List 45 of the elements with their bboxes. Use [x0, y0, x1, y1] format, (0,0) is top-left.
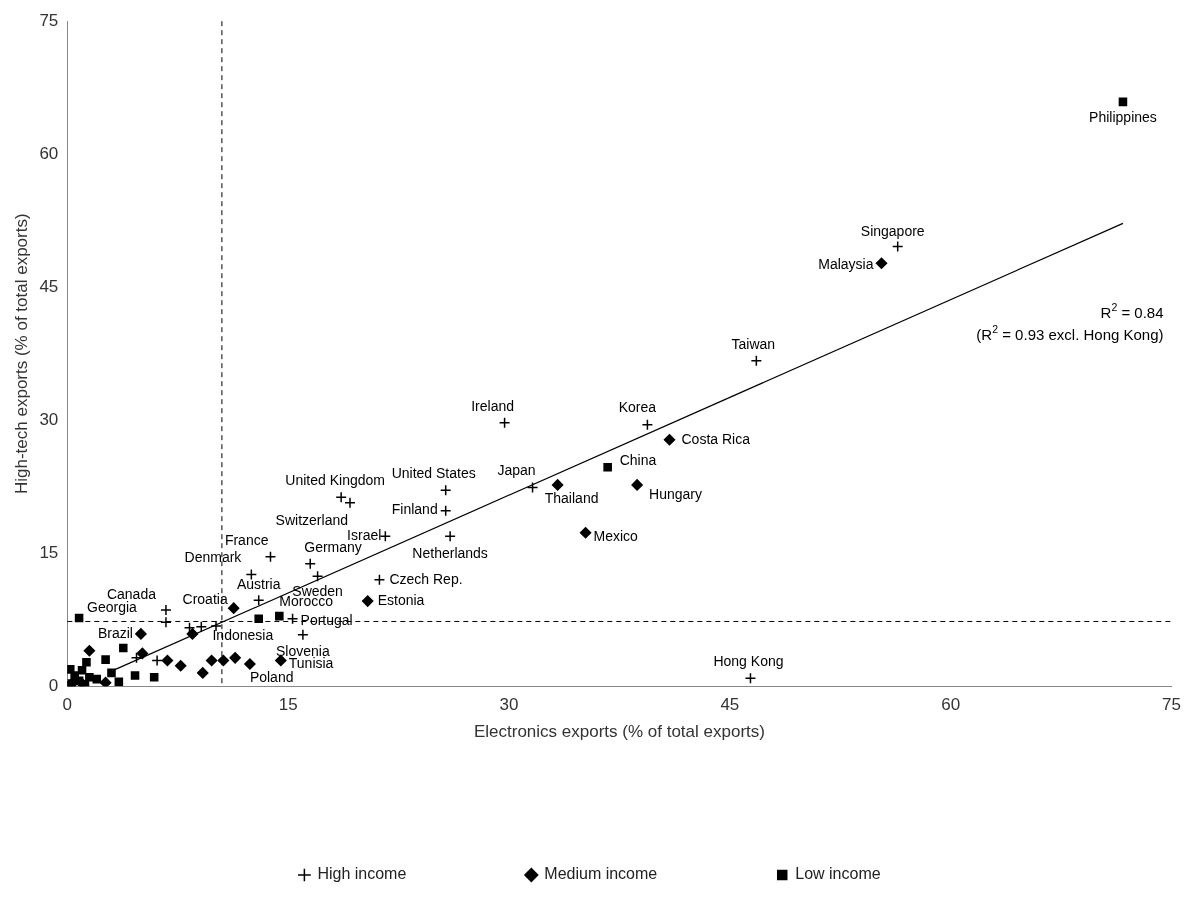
- annotation: Ireland: [471, 397, 514, 414]
- annotation: Hong Kong: [713, 653, 784, 670]
- x-tick-label: 60: [941, 695, 961, 715]
- annotation: France: [224, 531, 269, 548]
- x-tick-label: 30: [499, 695, 519, 715]
- annotation: Israel: [347, 527, 382, 544]
- annotation: Hungary: [649, 485, 703, 502]
- legend-label: Medium income: [544, 865, 658, 883]
- annotation: Denmark: [184, 549, 243, 566]
- annotation: Croatia: [182, 591, 228, 608]
- annotation: Costa Rica: [681, 430, 751, 447]
- x-tick-label: 75: [1162, 695, 1182, 715]
- x-tick-label: 0: [62, 695, 73, 715]
- annotation: Mexico: [593, 527, 639, 544]
- y-tick-label: 0: [48, 675, 59, 695]
- legend-label: Low income: [795, 865, 881, 883]
- annotation: Malaysia: [818, 256, 874, 273]
- annotation: Philippines: [1089, 108, 1157, 125]
- annotation: Singapore: [860, 223, 925, 240]
- annotation: Indonesia: [212, 626, 274, 643]
- legend-label: High income: [317, 865, 407, 883]
- annotation: China: [619, 452, 657, 469]
- x-tick-label: 15: [278, 695, 298, 715]
- annotation: Czech Rep.: [389, 570, 463, 587]
- annotation: Japan: [497, 462, 536, 479]
- annotation: Brazil: [97, 624, 133, 641]
- annotation: Taiwan: [731, 335, 776, 352]
- y-axis-title: High-tech exports (% of total exports): [11, 213, 31, 495]
- annotation: Korea: [618, 399, 657, 416]
- y-tick-label: 30: [39, 409, 59, 429]
- x-tick-label: 45: [720, 695, 740, 715]
- y-tick-label: 75: [39, 10, 59, 30]
- annotation: Netherlands: [412, 545, 488, 562]
- y-tick-label: 60: [39, 143, 59, 163]
- annotation: United States: [391, 465, 476, 482]
- y-tick-label: 45: [39, 276, 59, 296]
- annotation: Austria: [236, 576, 281, 593]
- annotation: United Kingdom: [285, 472, 385, 489]
- annotation: Switzerland: [275, 511, 348, 528]
- annotation: Estonia: [377, 591, 425, 608]
- x-axis-title: Electronics exports (% of total exports): [473, 722, 765, 742]
- annotation: Finland: [391, 501, 438, 518]
- annotation: Portugal: [300, 611, 353, 628]
- y-tick-label: 15: [39, 542, 59, 562]
- annotation: Thailand: [544, 489, 599, 506]
